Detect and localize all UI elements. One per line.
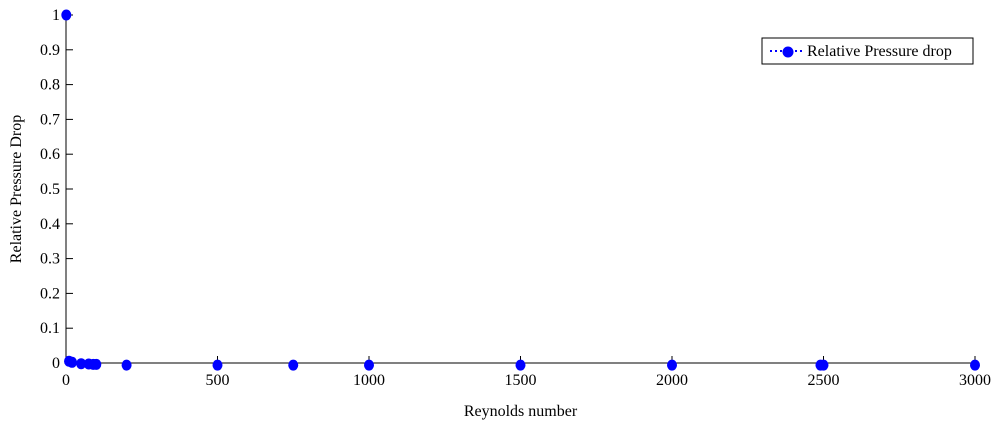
- x-tick-label: 2000: [656, 372, 688, 389]
- data-point: [91, 358, 102, 370]
- x-ticks: 0 500 1000 1500 2000 2500 3000: [62, 356, 991, 389]
- data-point: [364, 359, 374, 371]
- x-axis-label: Reynolds number: [464, 403, 578, 420]
- data-point: [667, 359, 677, 371]
- data-point: [212, 359, 223, 371]
- y-tick-label: 0.1: [40, 320, 60, 337]
- y-tick-label: 0.3: [40, 251, 60, 268]
- data-point: [970, 359, 980, 371]
- data-point: [61, 9, 72, 21]
- y-tick-label: 0: [52, 355, 60, 372]
- data-point: [818, 359, 829, 371]
- data-points: [61, 9, 980, 371]
- y-tick-label: 0.4: [40, 216, 60, 233]
- y-tick-label: 0.2: [40, 285, 60, 302]
- data-point: [67, 356, 78, 368]
- data-point: [121, 359, 132, 371]
- y-tick-label: 0.5: [40, 181, 60, 198]
- legend-label: Relative Pressure drop: [807, 43, 952, 60]
- x-tick-label: 3000: [959, 372, 991, 389]
- data-point: [515, 359, 526, 371]
- data-point: [76, 358, 87, 370]
- y-tick-label: 0.6: [40, 146, 60, 163]
- x-tick-label: 0: [62, 372, 70, 389]
- x-tick-label: 500: [206, 372, 230, 389]
- legend-marker: [782, 46, 794, 58]
- data-point: [288, 359, 299, 371]
- y-ticks: 0 0.1 0.2 0.3 0.4 0.5 0.6 0.7 0.8 0.9 1: [40, 7, 73, 372]
- y-tick-label: 1: [52, 7, 60, 24]
- legend: Relative Pressure drop: [761, 37, 974, 65]
- x-tick-label: 1500: [505, 372, 537, 389]
- x-tick-label: 2500: [808, 372, 840, 389]
- y-axis-label: Relative Pressure Drop: [8, 115, 25, 263]
- legend-box: [761, 37, 974, 65]
- x-tick-label: 1000: [353, 372, 385, 389]
- y-tick-label: 0.8: [40, 77, 60, 94]
- y-tick-label: 0.7: [40, 111, 60, 128]
- y-tick-label: 0.9: [40, 42, 60, 59]
- axes: [65, 15, 975, 364]
